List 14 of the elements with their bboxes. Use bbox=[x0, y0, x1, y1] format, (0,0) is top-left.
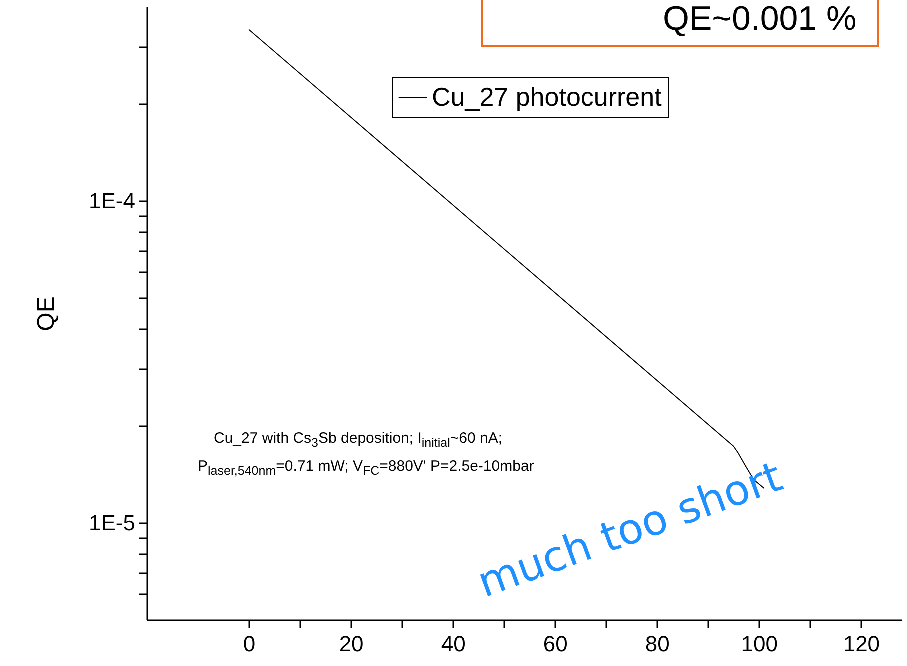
x-tick-label: 120 bbox=[843, 632, 880, 656]
legend-label: Cu_27 photocurrent bbox=[432, 82, 663, 112]
y-tick-label: 1E-5 bbox=[89, 510, 136, 536]
x-tick-label: 60 bbox=[543, 632, 568, 656]
y-tick-label: 1E-4 bbox=[89, 188, 136, 214]
annotation: P$_{laser,540nm}$=0.71 mW; V$_{FC}$=880V' P=2.5e-10mbar bbox=[198, 458, 534, 478]
x-tick-label: 80 bbox=[645, 632, 670, 656]
annotation: Cu_27 with Cs$_{3}$Sb deposition; I$_{initial}$~60 nA; bbox=[214, 430, 503, 450]
y-axis-title: QE bbox=[33, 296, 60, 332]
x-tick-label: 100 bbox=[741, 632, 778, 656]
x-tick-label: 20 bbox=[339, 632, 364, 656]
x-tick-label: 0 bbox=[243, 632, 256, 656]
x-tick-label: 40 bbox=[441, 632, 466, 656]
text-box: QE~0.001 % bbox=[481, 0, 879, 47]
